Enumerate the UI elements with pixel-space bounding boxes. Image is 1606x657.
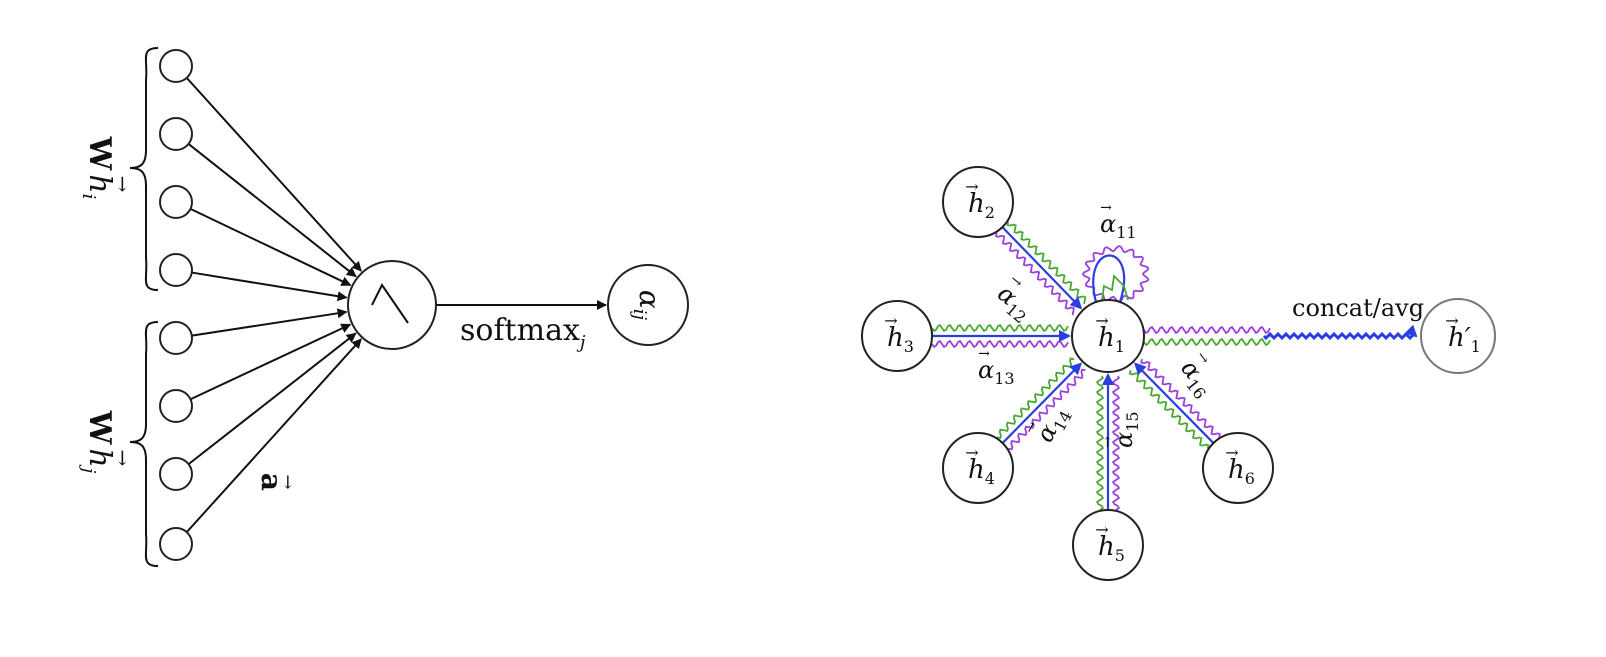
concat-avg-label: concat/avg <box>1292 294 1424 322</box>
node-h5-vector-arrow-icon: → <box>1095 520 1108 539</box>
edge-h5-green-edge <box>1095 375 1105 511</box>
svg-text:Whi: Whi <box>78 136 117 200</box>
attention-mechanism-diagram: Whi → Whj → a → softmaxj αij <box>78 47 689 567</box>
svg-text:→: → <box>978 346 990 362</box>
node-h2 <box>942 166 1014 238</box>
top-brace <box>129 47 159 291</box>
svg-text:αij: αij <box>629 290 666 321</box>
attention-label-15: →α15 <box>1100 411 1142 448</box>
output-blue-edge <box>1262 324 1418 341</box>
input-edge-2 <box>187 143 357 278</box>
input-node-6 <box>159 389 193 423</box>
node-h4-vector-arrow-icon: → <box>965 443 978 462</box>
node-h1-vector-arrow-icon: → <box>1095 311 1108 330</box>
node-h4-label: h4 <box>968 455 995 488</box>
multi-head-attention-diagram: h2→h3→h4→h5→h6→h1→h′1→ →α11→α12→α13→α14→… <box>861 166 1496 581</box>
input-node-1 <box>159 49 193 83</box>
svg-text:α12: α12 <box>990 279 1039 327</box>
edge-h2-green-edge <box>1006 221 1087 305</box>
brace-bottom-label: Whj → <box>78 410 135 474</box>
edge-h6-green-edge <box>1128 370 1210 449</box>
edge-h3-green-edge <box>931 323 1069 333</box>
attention-neuron <box>347 260 437 350</box>
input-node-2 <box>159 117 193 151</box>
input-edge-8 <box>185 338 362 533</box>
node-h2-vector-arrow-icon: → <box>965 177 978 196</box>
edge-h4-green-edge <box>996 357 1075 440</box>
bottom-brace <box>129 321 159 567</box>
edge-h2-blue-edge <box>1001 226 1083 310</box>
attention-edges <box>931 221 1418 511</box>
input-node-3 <box>159 185 193 219</box>
edge-h6-purple-edge <box>1140 358 1221 438</box>
svg-text:→: → <box>111 450 135 467</box>
attention-label-11: →α11 <box>1100 200 1137 242</box>
input-edge-3 <box>190 207 352 287</box>
node-h1-prime-vector-arrow-icon: → <box>1445 311 1458 330</box>
input-edge-1 <box>185 77 362 272</box>
attention-label-12: →α12 <box>990 272 1039 328</box>
node-h1-prime <box>1420 298 1496 374</box>
input-edge-4 <box>191 271 348 302</box>
node-h5-label: h5 <box>1098 532 1125 565</box>
edge-h5-purple-edge <box>1111 375 1121 511</box>
svg-text:α15: α15 <box>1110 411 1142 448</box>
node-h1-prime-label: h′1 <box>1448 323 1481 356</box>
svg-text:a: a <box>255 473 288 491</box>
attention-label-14: →α14 <box>1022 407 1076 446</box>
input-node-7 <box>159 457 193 491</box>
edge-h6-blue-edge <box>1133 362 1215 444</box>
input-nodes <box>159 49 193 561</box>
node-h3-label: h3 <box>887 323 914 356</box>
edge-h2-purple-edge <box>994 232 1075 316</box>
attention-label-13: →α13 <box>978 346 1015 388</box>
leaky-relu-icon <box>371 283 409 324</box>
input-node-5 <box>159 321 193 355</box>
input-node-8 <box>159 527 193 561</box>
attention-label-16: →α16 <box>1172 348 1220 403</box>
graph-nodes: h2→h3→h4→h5→h6→h1→h′1→ <box>861 166 1496 581</box>
softmax-label: softmaxj <box>460 313 586 353</box>
input-edge-6 <box>190 323 352 401</box>
input-edge-5 <box>191 308 348 337</box>
input-edge-7 <box>187 332 357 465</box>
input-node-4 <box>159 253 193 287</box>
node-h2-label: h2 <box>968 189 995 222</box>
self-loop-green-edge <box>1101 274 1129 301</box>
self-loop-blue-edge <box>1092 254 1126 303</box>
a-vector-label: a → <box>255 473 298 491</box>
svg-text:α16: α16 <box>1172 354 1220 403</box>
node-h5 <box>1072 509 1144 581</box>
brace-top-label: Whi → <box>78 136 135 200</box>
edge-h4-purple-edge <box>1008 368 1086 451</box>
svg-text:→: → <box>1100 200 1112 216</box>
svg-text:→: → <box>1100 436 1116 448</box>
node-h1-label: h1 <box>1098 323 1125 356</box>
node-h4 <box>942 432 1014 504</box>
node-h6-vector-arrow-icon: → <box>1225 443 1238 462</box>
alpha-output-label: αij <box>629 290 666 321</box>
node-h6-label: h6 <box>1228 455 1255 488</box>
svg-text:α11: α11 <box>1100 210 1137 242</box>
edge-h4-blue-edge <box>1001 362 1083 444</box>
output-green-edge <box>1143 337 1271 347</box>
self-loop-purple-edge <box>1081 245 1150 303</box>
svg-text:→: → <box>111 176 135 193</box>
output-purple-edge <box>1143 325 1271 335</box>
node-h3-vector-arrow-icon: → <box>884 311 897 330</box>
input-edges <box>185 77 362 533</box>
svg-text:Whj: Whj <box>78 410 117 474</box>
edge-h3-purple-edge <box>931 339 1069 349</box>
svg-text:α13: α13 <box>978 356 1015 388</box>
node-h3 <box>861 300 933 372</box>
node-h1 <box>1071 299 1145 373</box>
svg-text:→: → <box>277 474 298 489</box>
alpha-output-node <box>607 264 689 346</box>
node-h6 <box>1202 432 1274 504</box>
